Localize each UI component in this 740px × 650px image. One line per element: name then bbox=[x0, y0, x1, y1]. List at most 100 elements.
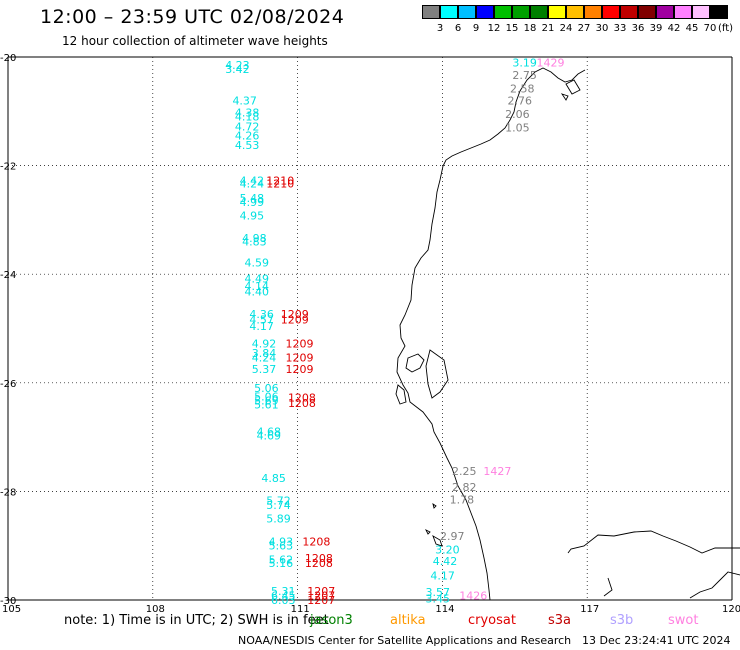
map-title: 12:00 – 23:59 UTC 02/08/2024 bbox=[40, 6, 345, 28]
wave-height-label: 4.38 bbox=[235, 106, 260, 119]
wave-height-label: 4.69 bbox=[257, 429, 282, 442]
offshore-islands bbox=[424, 502, 443, 547]
latitude-label: -20 bbox=[0, 53, 16, 64]
wave-height-label: 5.61 bbox=[254, 399, 279, 412]
scale-swatch bbox=[494, 5, 512, 19]
wave-height-label: 4.37 bbox=[232, 94, 257, 107]
wave-height-label: 4.95 bbox=[240, 210, 265, 223]
legend-cryosat: cryosat bbox=[468, 613, 516, 628]
wave-height-label: 4.93 bbox=[269, 535, 294, 548]
wave-height-label: 1209 bbox=[281, 308, 309, 321]
scale-tick-label: 21 bbox=[541, 23, 555, 34]
wave-height-label: 5.89 bbox=[266, 513, 291, 526]
legend-jason3: jason3 bbox=[310, 613, 353, 628]
wave-height-label: 1209 bbox=[286, 338, 314, 351]
wave-height-label: 4.98 bbox=[242, 232, 266, 245]
wave-height-label: 4.72 bbox=[235, 121, 260, 134]
wave-height-label: 3.45 bbox=[426, 592, 451, 605]
scale-tick-label: 42 bbox=[667, 23, 681, 34]
scale-swatch bbox=[512, 5, 530, 19]
scale-tick-label: 33 bbox=[613, 23, 627, 34]
scale-tick-label: 30 bbox=[595, 23, 609, 34]
wave-height-label: 2.97 bbox=[440, 530, 465, 543]
wave-height-label: 4.99 bbox=[240, 196, 265, 209]
observation-labels: 4.233.424.374.384.184.724.264.534.424.24… bbox=[225, 56, 564, 607]
scale-swatch bbox=[692, 5, 710, 19]
wave-height-label: 1.78 bbox=[450, 494, 475, 507]
wave-height-label: 4.24 bbox=[252, 351, 277, 364]
scale-tick-label: 24 bbox=[559, 23, 573, 34]
longitude-label: 114 bbox=[435, 604, 454, 615]
wave-height-label: 3.19 bbox=[512, 56, 537, 69]
wave-height-label: 1209 bbox=[281, 313, 309, 326]
wave-height-label: 4.59 bbox=[245, 256, 269, 269]
scale-tick-label: 6 bbox=[454, 23, 462, 34]
wave-height-label: 2.25 bbox=[452, 465, 477, 478]
wave-height-label: 4.83 bbox=[242, 236, 266, 249]
wave-height-label: 4.14 bbox=[245, 280, 269, 293]
wave-height-label: 1208 bbox=[288, 391, 316, 404]
wave-height-label: 4.18 bbox=[235, 111, 260, 124]
wave-height-label: 5.74 bbox=[266, 499, 291, 512]
legend-altika: altika bbox=[390, 613, 426, 628]
longitude-label: 117 bbox=[580, 604, 599, 615]
wave-height-label: 5.48 bbox=[240, 192, 265, 205]
scale-swatch bbox=[530, 5, 548, 19]
longitude-label: 120 bbox=[722, 604, 740, 615]
wave-height-label: 1208 bbox=[302, 535, 330, 548]
wave-height-label: 1207 bbox=[307, 594, 335, 607]
scale-tick-label: 27 bbox=[577, 23, 591, 34]
southeast-coast bbox=[603, 571, 740, 599]
latitude-label: -28 bbox=[0, 487, 16, 498]
wave-height-label: 4.40 bbox=[245, 286, 269, 299]
footer-note: note: 1) Time is in UTC; 2) SWH is in fe… bbox=[64, 613, 329, 628]
wave-height-label: 5.06 bbox=[254, 390, 279, 403]
wave-height-label: 4.53 bbox=[235, 139, 260, 152]
wave-height-label: 5.37 bbox=[252, 363, 277, 376]
wave-height-label: 1208 bbox=[305, 557, 333, 570]
wave-height-label: 4.85 bbox=[261, 472, 286, 485]
wave-height-label: 2.76 bbox=[508, 94, 533, 107]
wave-height-label: 4.42 bbox=[240, 174, 265, 187]
scale-swatch bbox=[674, 5, 692, 19]
wave-height-label: 1426 bbox=[459, 590, 487, 603]
wave-height-label: 4.92 bbox=[252, 338, 277, 351]
scale-swatch bbox=[656, 5, 674, 19]
scale-tick-label: 12 bbox=[487, 23, 501, 34]
scale-swatch bbox=[566, 5, 584, 19]
wave-height-label: 5.72 bbox=[266, 495, 291, 508]
wave-height-label: 1210 bbox=[266, 174, 294, 187]
wave-height-label: 1207 bbox=[307, 590, 335, 603]
wave-height-label: 4.24 bbox=[240, 178, 265, 191]
latitude-label: -26 bbox=[0, 379, 16, 390]
scale-swatch bbox=[440, 5, 458, 19]
wave-height-label: 2.82 bbox=[452, 481, 477, 494]
wave-height-label: 5.06 bbox=[254, 382, 279, 395]
wave-height-label: 4.42 bbox=[433, 555, 458, 568]
scale-tick-label: 3 bbox=[436, 23, 444, 34]
wave-height-label: 1208 bbox=[288, 397, 316, 410]
dirk-hartog-island bbox=[395, 384, 407, 405]
coastline-mainland bbox=[396, 67, 740, 601]
scale-swatch bbox=[476, 5, 494, 19]
northwest-islands bbox=[560, 79, 581, 101]
wave-height-label: 1209 bbox=[286, 363, 314, 376]
wave-height-label: 1427 bbox=[483, 465, 511, 478]
wave-height-label: 3.57 bbox=[426, 586, 451, 599]
wave-height-label: 5.63 bbox=[269, 540, 294, 553]
wave-height-label: 4.17 bbox=[430, 570, 455, 583]
scale-swatch bbox=[422, 5, 440, 19]
scale-tick-label: 9 bbox=[472, 23, 480, 34]
latitude-label: -30 bbox=[0, 596, 16, 607]
wave-height-label: 3.20 bbox=[435, 544, 460, 557]
gulf-inlet bbox=[425, 349, 449, 399]
wave-height-label: 4.23 bbox=[225, 59, 250, 72]
wave-height-label: 1210 bbox=[266, 178, 294, 191]
wave-height-label: 6.03 bbox=[271, 594, 296, 607]
wave-height-label: 3.84 bbox=[252, 347, 277, 360]
scale-tick-label: 70 bbox=[703, 23, 717, 34]
longitude-label: 105 bbox=[2, 604, 21, 615]
wave-height-label: 4.49 bbox=[245, 273, 269, 286]
wave-height-label: 1429 bbox=[537, 56, 565, 69]
wave-height-label: 4.68 bbox=[257, 426, 282, 439]
